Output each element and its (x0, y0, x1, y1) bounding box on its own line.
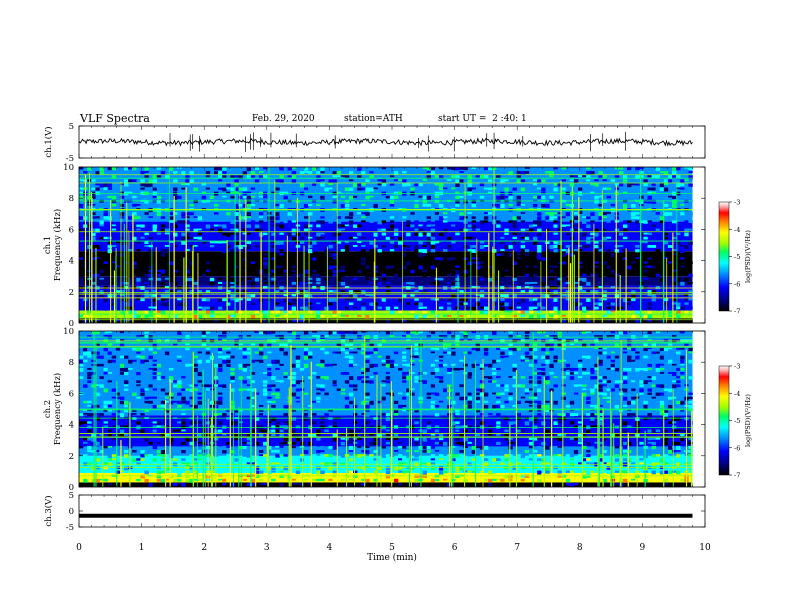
start-time-label: start UT = 2 :40: 1 (438, 114, 527, 124)
y-axis-label: ch.3(V) (43, 495, 54, 526)
colorbar-tick-label: -3 (734, 199, 740, 207)
x-tick-label: 7 (514, 543, 520, 553)
time-axis: 0 1 2 3 4 5 6 7 8 9 10 Time (min) (76, 543, 711, 563)
y-tick-label: 4 (69, 421, 74, 431)
y-axis-label: ch.1 (43, 236, 53, 254)
ch1-waveform-panel: 5 -5 ch.1(V) (43, 122, 706, 164)
recording-date: Feb. 29, 2020 (252, 114, 315, 124)
colorbar-tick-label: -6 (734, 444, 740, 452)
y-tick-label: 5 (69, 122, 74, 132)
y-tick-label: -5 (66, 523, 74, 533)
spectral-band (79, 276, 693, 286)
colorbar-tick-label: -5 (734, 253, 740, 261)
ch2-spectrogram-colorbar: -3 -4 -5 -6 -7 log(PSD)(V²/Hz) (718, 363, 752, 480)
x-axis-label: Time (min) (367, 552, 417, 563)
ch3-waveform-panel: 5 0 -5 ch.3(V) (43, 491, 706, 533)
ch2-spectrogram-cells (79, 331, 693, 487)
ch1-spectrogram-cells (79, 167, 693, 323)
y-axis-label: ch.1(V) (43, 126, 54, 157)
ch2-spectrogram-panel: -3 -4 -5 -6 -7 log(PSD)(V²/Hz) 0 2 4 6 8 10 ch.2 Freq… (43, 327, 752, 493)
colorbar-tick-label: -3 (734, 363, 740, 371)
y-tick-label: 8 (69, 358, 74, 368)
x-tick-label: 10 (699, 543, 711, 553)
y-tick-label: 0 (69, 507, 74, 517)
x-tick-label: 0 (76, 543, 82, 553)
colorbar-scale (718, 365, 730, 476)
colorbar-scale (718, 201, 730, 312)
y-tick-label: 6 (69, 225, 74, 235)
y-axis-label: Frequency (kHz) (52, 373, 63, 445)
y-tick-label: 0 (69, 319, 74, 329)
spectral-band (79, 446, 693, 456)
x-tick-label: 5 (389, 543, 395, 553)
y-tick-label: 0 (69, 483, 74, 493)
colorbar-label: log(PSD)(V²/Hz) (744, 394, 752, 447)
spectral-band (79, 482, 693, 487)
y-tick-label: 10 (63, 163, 74, 173)
x-tick-label: 3 (264, 543, 270, 553)
ch3-waveform-frame (78, 494, 706, 528)
waveform-line (78, 137, 693, 147)
colorbar-tick-label: -4 (734, 390, 740, 398)
ch1-waveform-trace (78, 131, 693, 152)
station-label: station=ATH (344, 114, 403, 124)
colorbar-tick-label: -7 (734, 472, 740, 480)
colorbar-tick-label: -4 (734, 226, 740, 234)
x-tick-label: 9 (640, 543, 646, 553)
colorbar-tick-label: -5 (734, 417, 740, 425)
chart-title: VLF Spectra (80, 112, 150, 125)
colorbar-label: log(PSD)(V²/Hz) (744, 230, 752, 283)
y-tick-label: 5 (69, 491, 74, 501)
x-tick-label: 6 (452, 543, 458, 553)
x-tick-label: 2 (201, 543, 207, 553)
colorbar-tick-label: -6 (734, 280, 740, 288)
y-tick-label: 2 (69, 452, 74, 462)
y-tick-label: -5 (66, 154, 74, 164)
colorbar-tick-label: -7 (734, 308, 740, 316)
y-tick-label: 4 (69, 257, 74, 267)
ch1-spectrogram-panel: -3 -4 -5 -6 -7 log(PSD)(V²/Hz) 0 2 4 6 8 10 ch.1 Freq… (43, 163, 752, 329)
x-tick-label: 1 (139, 543, 145, 553)
y-tick-label: 6 (69, 389, 74, 399)
y-axis-label: Frequency (kHz) (52, 209, 63, 281)
ch1-spectrogram-colorbar: -3 -4 -5 -6 -7 log(PSD)(V²/Hz) (718, 199, 752, 316)
x-tick-label: 8 (577, 543, 583, 553)
y-tick-label: 2 (69, 288, 74, 298)
y-tick-label: 10 (63, 327, 74, 337)
y-axis-label: ch.2 (43, 400, 53, 418)
x-tick-label: 4 (327, 543, 333, 553)
y-tick-label: 8 (69, 194, 74, 204)
